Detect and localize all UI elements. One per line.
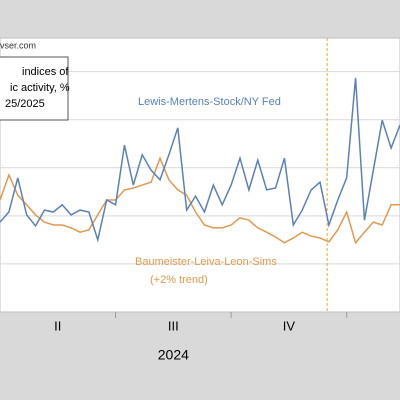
series-line bbox=[0, 156, 400, 245]
legend-text: indices of bbox=[22, 66, 69, 78]
watermark: vser.com bbox=[0, 40, 36, 50]
quarter-label: II bbox=[54, 318, 61, 333]
series-label: Lewis-Mertens-Stock/NY Fed bbox=[138, 96, 281, 108]
quarter-label: IV bbox=[283, 318, 296, 333]
legend-box bbox=[0, 56, 69, 121]
legend-text: 25/2025 bbox=[5, 98, 45, 110]
legend-text: ic activity, % bbox=[10, 82, 70, 94]
x-axis-label: 2024 bbox=[158, 347, 189, 363]
series-note: (+2% trend) bbox=[150, 274, 208, 286]
series-label: Baumeister-Leiva-Leon-Sims bbox=[135, 256, 277, 268]
quarter-label: III bbox=[168, 318, 179, 333]
series-line bbox=[0, 77, 400, 243]
